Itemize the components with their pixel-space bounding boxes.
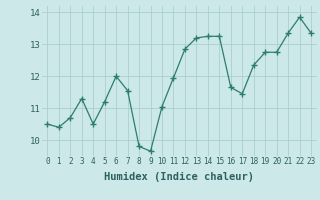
X-axis label: Humidex (Indice chaleur): Humidex (Indice chaleur) bbox=[104, 172, 254, 182]
